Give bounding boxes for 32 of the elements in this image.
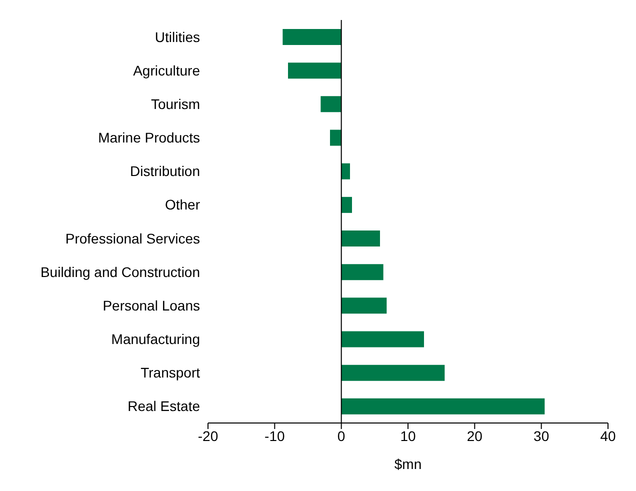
x-axis-title: $mn: [394, 456, 422, 472]
x-tick-label: 30: [534, 428, 550, 444]
bar: [341, 331, 424, 348]
y-tick-label: Professional Services: [65, 230, 200, 246]
x-tick-label: 0: [337, 428, 346, 444]
x-tick-label: 20: [466, 428, 483, 444]
y-tick-label: Building and Construction: [40, 264, 200, 280]
x-tick-label: 10: [400, 428, 416, 444]
bar: [341, 196, 352, 213]
bar: [288, 62, 342, 79]
y-tick-label: Marine Products: [98, 130, 200, 146]
x-tick-label: -20: [198, 428, 218, 444]
y-tick-label: Utilities: [154, 28, 200, 45]
y-tick-label: Tourism: [150, 96, 200, 112]
y-tick-label: Personal Loans: [102, 297, 200, 314]
y-tick-label: Transport: [140, 364, 200, 381]
y-tick-label: Distribution: [130, 163, 200, 180]
y-tick-label: Manufacturing: [111, 331, 200, 348]
y-tick-label: Real Estate: [128, 398, 200, 414]
y-tick-label: Other: [164, 196, 200, 213]
bar: [320, 96, 342, 112]
y-tick-label: Agriculture: [133, 62, 200, 78]
bar: [341, 264, 384, 280]
x-tick-label: -10: [264, 428, 285, 444]
bar: [341, 298, 387, 314]
bar: [341, 364, 445, 381]
bar: [341, 230, 380, 246]
bar: [330, 130, 342, 146]
x-tick-label: 40: [600, 428, 616, 444]
bar: [282, 29, 342, 45]
bar: [341, 163, 350, 180]
bar: [341, 398, 545, 414]
